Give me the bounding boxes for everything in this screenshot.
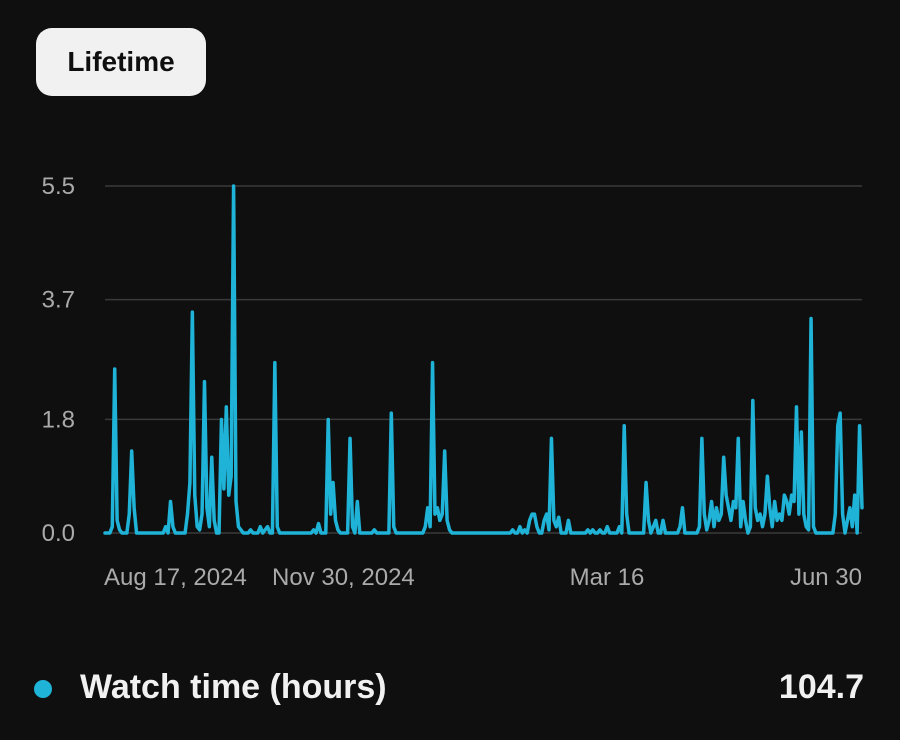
legend-label: Watch time (hours) — [80, 668, 387, 706]
legend-total-value: 104.7 — [778, 668, 864, 706]
y-tick-label: 5.5 — [42, 173, 75, 200]
x-tick-label: Jun 30 — [790, 564, 862, 591]
x-tick-label: Nov 30, 2024 — [272, 564, 415, 591]
circle-dot-icon — [34, 680, 52, 698]
y-axis-ticks: 0.0 1.8 3.7 5.5 — [42, 173, 75, 547]
x-tick-label: Aug 17, 2024 — [104, 564, 247, 591]
y-tick-label: 0.0 — [42, 520, 75, 547]
chart-legend: Watch time (hours) 104.7 — [0, 660, 900, 720]
y-tick-label: 3.7 — [42, 287, 75, 314]
watch-time-series-line — [103, 184, 864, 535]
y-tick-label: 1.8 — [42, 406, 75, 433]
x-tick-label: Mar 16 — [570, 564, 645, 591]
watch-time-chart: 0.0 1.8 3.7 5.5 Aug 17, 2024 Nov 30, 2024 Mar… — [42, 173, 864, 591]
x-axis-ticks: Aug 17, 2024 Nov 30, 2024 Mar 16 Jun 30 — [104, 564, 862, 591]
period-selector-button[interactable]: Lifetime — [36, 28, 206, 96]
